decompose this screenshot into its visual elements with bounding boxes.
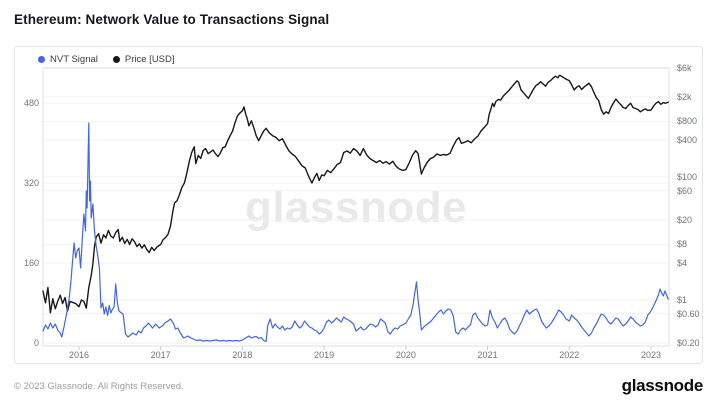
glassnode-logo: glassnode xyxy=(621,376,704,395)
chart-card: NVT Signal Price [USD] glassnode 0 160 320… xyxy=(14,46,703,364)
footer: © 2023 Glassnode. All Rights Reserved. g… xyxy=(14,373,703,399)
copyright-text: © 2023 Glassnode. All Rights Reserved. xyxy=(14,380,184,392)
nvt-signal-dot-icon xyxy=(38,56,45,63)
plot-border xyxy=(42,67,670,347)
series-nvt-signal xyxy=(42,122,669,343)
legend-label-price-usd: Price [USD] xyxy=(124,54,175,65)
page-title: Ethereum: Network Value to Transactions … xyxy=(14,12,330,27)
glassnode-watermark: glassnode xyxy=(244,183,468,232)
legend-item-price-usd[interactable]: Price [USD] xyxy=(112,54,175,65)
series-price-usd- xyxy=(42,74,669,314)
price-usd-dot-icon xyxy=(112,56,120,63)
legend-label-nvt-signal: NVT Signal xyxy=(50,54,98,65)
legend-item-nvt-signal[interactable]: NVT Signal xyxy=(38,54,98,65)
chart-legend: NVT Signal Price [USD] xyxy=(38,54,175,65)
chart-plot-area[interactable] xyxy=(15,47,704,365)
